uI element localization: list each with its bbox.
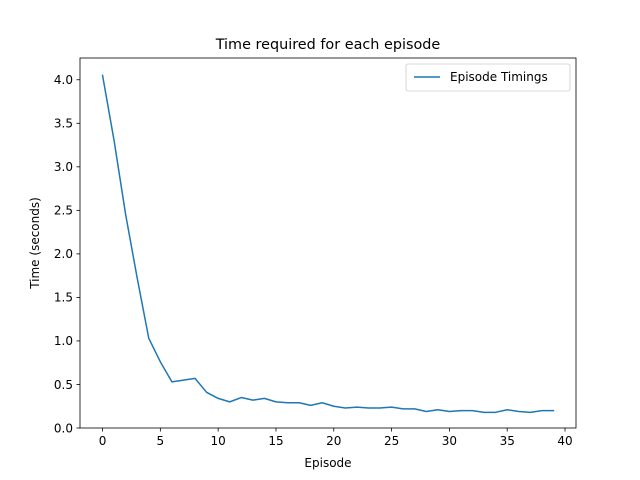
axes-background <box>80 58 576 428</box>
x-axis: 0 5 10 15 20 25 30 35 40 <box>99 428 573 448</box>
y-tick-label: 2.0 <box>54 247 73 261</box>
x-tick-label: 10 <box>211 434 226 448</box>
y-tick-label: 3.0 <box>54 160 73 174</box>
legend: Episode Timings <box>405 63 571 92</box>
y-tick-label: 1.0 <box>54 334 73 348</box>
x-tick-label: 0 <box>99 434 107 448</box>
axes-frame <box>79 57 577 429</box>
chart-title: Time required for each episode <box>215 37 441 53</box>
y-axis: 0.0 0.5 1.0 1.5 2.0 2.5 3.0 3.5 4.0 <box>54 73 80 435</box>
x-axis-label: Episode <box>304 456 351 470</box>
x-tick-label: 40 <box>557 434 572 448</box>
y-tick-label: 1.5 <box>54 291 73 305</box>
x-tick-label: 5 <box>157 434 165 448</box>
y-tick-label: 2.5 <box>54 204 73 218</box>
x-tick-label: 35 <box>500 434 515 448</box>
x-tick-label: 25 <box>384 434 399 448</box>
x-tick-label: 30 <box>442 434 457 448</box>
plot-area: 0 5 10 15 20 25 30 35 40 0.0 0.5 1.0 1.5 2.0 2.5 3.0 3.… <box>54 57 577 448</box>
x-tick-label: 15 <box>268 434 283 448</box>
y-tick-label: 0.5 <box>54 378 73 392</box>
legend-label-episode-timings: Episode Timings <box>450 70 548 84</box>
series-line-episode-timings <box>101 74 555 414</box>
y-tick-label: 4.0 <box>54 73 73 87</box>
x-tick-label: 20 <box>326 434 341 448</box>
series-layer <box>101 74 555 414</box>
legend-frame <box>405 63 571 92</box>
y-tick-label: 0.0 <box>54 421 73 435</box>
y-axis-label: Time (seconds) <box>28 197 42 290</box>
y-tick-label: 3.5 <box>54 117 73 131</box>
